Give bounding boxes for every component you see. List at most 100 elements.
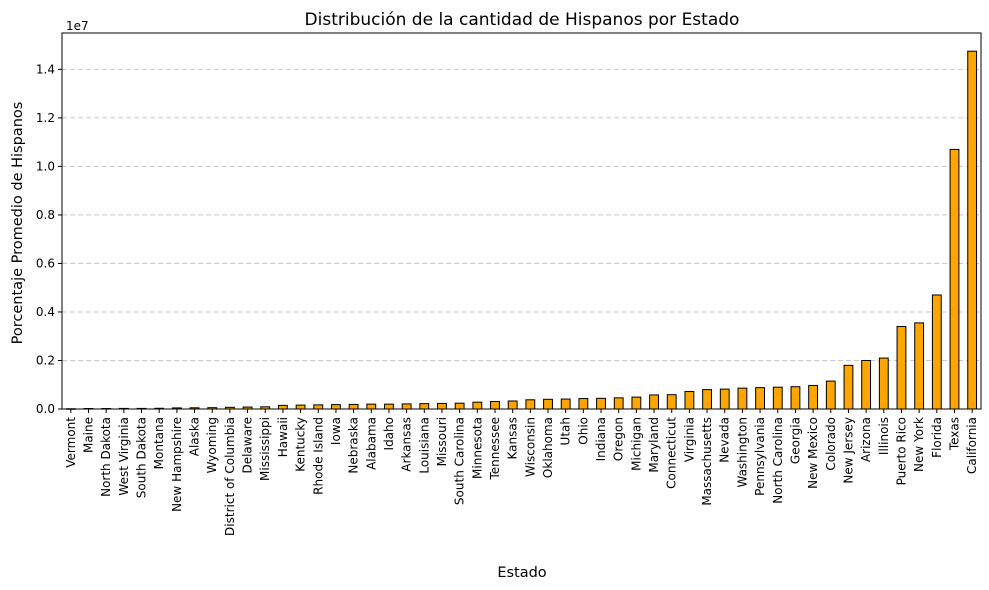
axes [61,32,982,410]
x-tick-label: Arizona [859,417,873,462]
bar [808,384,819,410]
bar [613,397,624,410]
plot-frame [61,32,982,410]
x-tick-label: New Mexico [806,417,820,489]
x-tick-label: Florida [930,417,944,458]
x-tick-label: Missouri [435,417,449,466]
bar [666,394,677,410]
bar [313,404,324,410]
x-tick-label: Illinois [877,417,891,455]
y-tick-label: 1.2 [36,111,55,125]
bar [949,148,960,410]
bar [560,398,571,410]
x-tick-label: Texas [947,417,961,451]
bar [384,403,394,410]
bar [878,357,889,410]
x-tick-label: Rhode Island [311,417,325,495]
x-tick-label: Iowa [329,417,343,445]
x-tick-label: Kentucky [294,417,308,472]
bar [931,294,942,410]
bar [790,386,801,410]
bar [401,403,412,410]
bars [65,50,978,410]
x-tick-label: Wyoming [205,417,219,473]
x-tick-label: Oregon [612,417,626,461]
x-tick-label: Kansas [506,417,520,459]
y-tick-label: 0.2 [36,353,55,367]
x-tick-label: Idaho [382,417,396,450]
x-tick-label: Colorado [824,417,838,471]
x-tick-label: Mississippi [258,417,272,481]
y-tick-label: 0.6 [36,256,55,270]
bar [702,389,712,410]
x-axis-label: Estado [497,565,546,581]
bar [490,400,500,410]
y-tick-label: 0.0 [36,402,55,416]
bar [472,401,483,410]
x-tick-label: New York [912,417,926,472]
bar [454,402,465,410]
bar [772,386,783,410]
x-tick-label: Massachusetts [700,417,714,506]
bar [914,322,925,410]
x-tick-label: Nebraska [347,417,361,474]
bar [967,50,978,410]
bar [631,396,642,410]
x-tick-label: North Dakota [99,417,113,497]
bar [719,388,730,410]
bar [843,364,854,410]
bar [331,404,341,410]
bar [596,397,606,410]
x-tick-label: Utah [559,417,573,445]
x-tick-label: Hawaii [276,417,290,457]
x-tick-label: Washington [735,417,749,488]
x-tick-label: Indiana [594,417,608,461]
bar [755,387,766,410]
bar [348,403,359,410]
x-tick-label: Minnesota [470,417,484,479]
x-tick-label: South Dakota [135,417,149,498]
x-ticks: Vermont Maine North Dakota West Virginia Sou… [64,409,979,536]
bar [507,400,518,410]
x-tick-label: Virginia [682,417,696,462]
x-tick-label: Delaware [241,417,255,474]
x-tick-label: New Hampshire [170,417,184,512]
x-tick-label: Oklahoma [541,417,555,478]
x-tick-label: Maryland [647,417,661,473]
bar [737,387,748,410]
x-tick-label: Michigan [629,417,643,471]
gridlines [62,68,981,361]
x-tick-label: Louisiana [417,417,431,474]
x-tick-label: Arkansas [400,417,414,472]
y-axis-label: Porcentaje Promedio de Hispanos [10,102,26,345]
x-tick-label: Maine [82,417,96,453]
y-tick-label: 0.4 [36,305,55,319]
bar [277,404,288,410]
x-tick-label: Tennessee [488,417,502,481]
x-tick-label: Nevada [718,417,732,463]
x-tick-label: Georgia [788,417,802,464]
x-tick-label: Montana [152,417,166,469]
x-tick-label: South Carolina [453,417,467,505]
bar [295,404,306,410]
y-tick-label: 1.0 [36,159,55,173]
x-tick-label: Vermont [64,417,78,468]
y-tick-label: 0.8 [36,208,55,222]
bar [896,326,907,410]
x-tick-label: Alaska [188,417,202,456]
bar [366,403,377,410]
x-tick-label: Connecticut [665,417,679,489]
chart-title: Distribución de la cantidad de Hispanos … [305,10,740,30]
bar [825,380,836,410]
x-tick-label: Alabama [364,417,378,470]
bar [578,398,589,410]
x-tick-label: Wisconsin [523,417,537,477]
x-tick-label: Ohio [576,417,590,445]
x-tick-label: Pennsylvania [753,417,767,496]
x-tick-label: California [965,417,979,474]
x-tick-label: West Virginia [117,417,131,496]
bar [437,402,447,410]
x-tick-label: New Jersey [841,417,855,484]
